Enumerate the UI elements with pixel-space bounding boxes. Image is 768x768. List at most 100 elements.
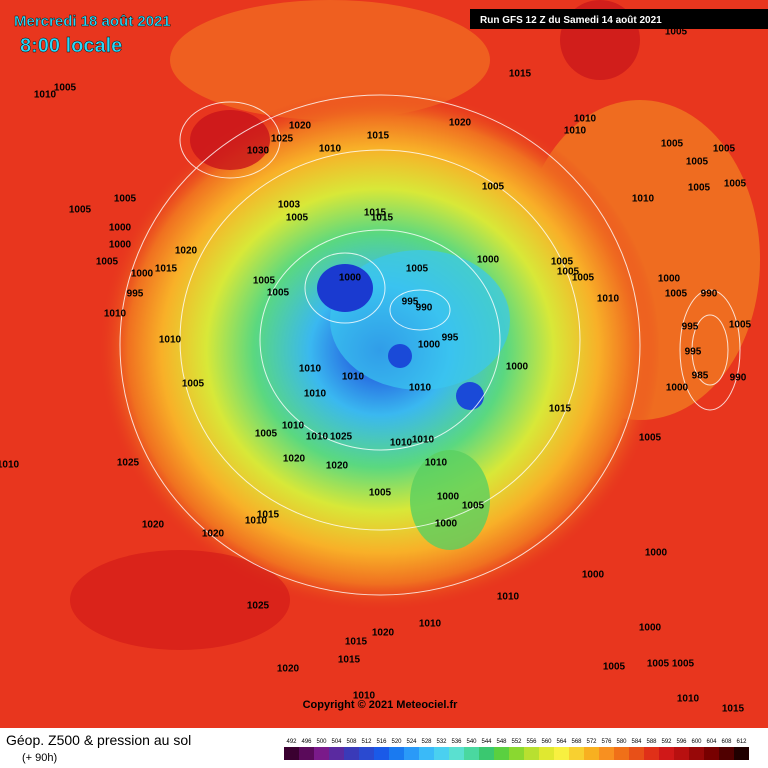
scale-swatch — [314, 747, 329, 760]
scale-label: 492 — [286, 739, 297, 745]
scale-label: 592 — [661, 739, 672, 745]
scale-label: 544 — [481, 739, 492, 745]
scale-label: 524 — [406, 739, 417, 745]
isobar-label: 1000 — [658, 274, 681, 285]
isobar-label: 1000 — [109, 223, 132, 234]
isobar-label: 1005 — [253, 276, 276, 287]
isobar-label: 1015 — [155, 264, 178, 275]
scale-label: 536 — [451, 739, 462, 745]
scale-label: 612 — [736, 739, 747, 745]
isobar-label: 1005 — [688, 183, 711, 194]
scale-swatch — [599, 747, 614, 760]
isobar-label: 1025 — [271, 134, 294, 145]
isobar-label: 1010 — [677, 694, 700, 705]
high-center — [70, 550, 290, 650]
isobar-label: 1020 — [202, 529, 225, 540]
run-box — [470, 9, 768, 29]
scale-label: 604 — [706, 739, 717, 745]
scale-label: 528 — [421, 739, 432, 745]
scale-swatch — [554, 747, 569, 760]
scale-label: 540 — [466, 739, 477, 745]
isobar-label: 1010 — [159, 335, 182, 346]
isobar-label: 1005 — [557, 267, 580, 278]
isobar-label: 1010 — [574, 114, 597, 125]
scale-label: 500 — [316, 739, 327, 745]
scale-label: 504 — [331, 739, 342, 745]
scale-swatch — [344, 747, 359, 760]
isobar-label: 1015 — [371, 213, 394, 224]
isobar-label: 985 — [692, 371, 709, 382]
isobar-label: 1015 — [338, 655, 361, 666]
isobar-label: 995 — [402, 297, 419, 308]
scale-label: 596 — [676, 739, 687, 745]
isobar-label: 1020 — [142, 520, 165, 531]
map-time: 8:00 locale — [20, 35, 122, 57]
scale-swatch — [359, 747, 374, 760]
isobar-label: 1005 — [369, 488, 392, 499]
scale-label: 588 — [646, 739, 657, 745]
scale-swatch — [674, 747, 689, 760]
isobar-label: 1005 — [713, 144, 736, 155]
isobar-label: 1015 — [722, 704, 745, 715]
isobar-label: 1010 — [319, 144, 342, 155]
isobar-label: 1000 — [437, 492, 460, 503]
scale-label: 584 — [631, 739, 642, 745]
high-center — [190, 110, 270, 170]
isobar-label: 1005 — [255, 429, 278, 440]
isobar-label: 1030 — [247, 146, 270, 157]
shade — [170, 0, 490, 120]
isobar-label: 1000 — [418, 340, 441, 351]
scale-swatch — [539, 747, 554, 760]
isobar-label: 1005 — [551, 257, 574, 268]
scale-swatch — [734, 747, 749, 760]
shade — [410, 450, 490, 550]
copyright: Copyright © 2021 Meteociel.fr — [303, 699, 459, 711]
isobar-label: 1005 — [114, 194, 137, 205]
scale-label: 496 — [301, 739, 312, 745]
isobar-label: 1005 — [729, 320, 752, 331]
isobar-label: 1010 — [564, 126, 587, 137]
isobar-label: 1010 — [419, 619, 442, 630]
scale-swatch — [284, 747, 299, 760]
scale-swatch — [299, 747, 314, 760]
isobar-label: 990 — [701, 289, 718, 300]
scale-swatch — [719, 747, 734, 760]
scale-swatch — [524, 747, 539, 760]
isobar-label: 1005 — [96, 257, 119, 268]
scale-label: 564 — [556, 739, 567, 745]
isobar-label: 1000 — [435, 519, 458, 530]
scale-swatch — [329, 747, 344, 760]
isobar-label: 1010 — [342, 372, 365, 383]
scale-label: 600 — [691, 739, 702, 745]
scale-label: 512 — [361, 739, 372, 745]
isobar-label: 1015 — [364, 208, 387, 219]
isobar-label: 1000 — [477, 255, 500, 266]
isobar-label: 1005 — [647, 659, 670, 670]
footer-title: Géop. Z500 & pression au sol — [6, 732, 191, 748]
isobar-label: 1005 — [182, 379, 205, 390]
low-center — [388, 344, 412, 368]
scale-label: 520 — [391, 739, 402, 745]
scale-swatch — [614, 747, 629, 760]
isobar-label: 1000 — [339, 273, 362, 284]
isobar-label: 995 — [442, 333, 459, 344]
isobar-label: 1005 — [54, 83, 77, 94]
isobar-label: 1020 — [449, 118, 472, 129]
scale-swatch — [449, 747, 464, 760]
isobar-label: 1010 — [299, 364, 322, 375]
isobar-label: 1005 — [661, 139, 684, 150]
scale-label: 508 — [346, 739, 357, 745]
isobar-label: 1005 — [665, 27, 688, 38]
isobar-label: 1015 — [345, 637, 368, 648]
isobar-label: 1005 — [665, 289, 688, 300]
isobar-label: 1010 — [0, 460, 20, 471]
map-date: Mercredi 18 août 2021 — [14, 13, 171, 30]
scale-label: 556 — [526, 739, 537, 745]
isobar-label: 1015 — [257, 510, 280, 521]
scale-label: 568 — [571, 739, 582, 745]
scale-label: 548 — [496, 739, 507, 745]
scale-swatch — [434, 747, 449, 760]
scale-swatch — [584, 747, 599, 760]
scale-label: 560 — [541, 739, 552, 745]
